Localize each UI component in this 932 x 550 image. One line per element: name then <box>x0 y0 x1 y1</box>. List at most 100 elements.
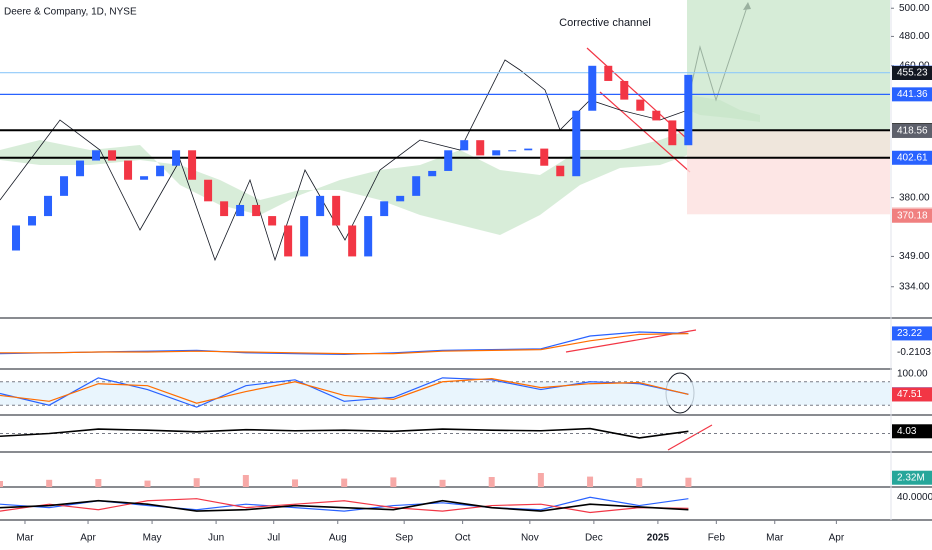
price-tag <box>892 366 932 381</box>
candle <box>172 150 181 166</box>
price-tag-label: 370.18 <box>897 210 928 221</box>
volume-bar <box>292 479 299 487</box>
candle <box>108 150 117 161</box>
price-tag-label: 2.32M <box>897 472 925 483</box>
indicator-line <box>0 498 689 514</box>
y-tick-label: 500.00 <box>899 3 930 14</box>
price-tag-label: 4.03 <box>897 426 917 437</box>
x-tick-label: Sep <box>395 533 413 544</box>
volume-bar <box>685 477 692 487</box>
x-tick-label: Dec <box>585 533 603 544</box>
candle <box>28 216 37 226</box>
candle <box>620 80 629 100</box>
price-tag-label: 441.36 <box>897 89 928 100</box>
indicator-line <box>0 499 689 512</box>
candle <box>140 176 149 180</box>
candle <box>540 148 549 166</box>
candle <box>268 216 277 226</box>
volume-bar <box>537 473 544 487</box>
candle <box>396 195 405 202</box>
candle <box>284 225 293 257</box>
indicator-line <box>0 427 689 439</box>
candle <box>332 195 341 226</box>
volume-bar <box>46 479 53 487</box>
candle <box>252 204 261 217</box>
candle <box>604 65 613 81</box>
price-tag-label: 23.22 <box>897 328 922 339</box>
volume-bar <box>193 478 200 487</box>
candle <box>412 176 421 196</box>
volume-bar <box>390 477 397 487</box>
y-tick-label: 480.00 <box>899 31 930 42</box>
candle <box>572 110 581 177</box>
price-tag <box>892 87 932 102</box>
x-tick-label: May <box>143 533 162 544</box>
candle <box>220 201 229 217</box>
price-tag <box>892 490 932 505</box>
candle <box>636 99 645 111</box>
x-tick-label: Jul <box>267 533 280 544</box>
volume-bar <box>636 478 643 487</box>
trend-arrow <box>667 424 713 451</box>
candle <box>492 150 501 156</box>
candle <box>508 150 517 152</box>
stop-zone <box>687 157 890 215</box>
price-tag-label: 418.56 <box>897 126 928 137</box>
candle <box>652 110 661 121</box>
x-tick-label: Oct <box>455 533 471 544</box>
candle <box>380 201 389 217</box>
candle <box>60 176 69 196</box>
volume-bar <box>0 481 3 487</box>
candle <box>204 179 213 202</box>
candle <box>316 195 325 217</box>
y-tick-label: 380.00 <box>899 192 930 203</box>
indicator-line <box>0 377 689 408</box>
candle <box>300 216 309 257</box>
indicator-line <box>0 378 689 404</box>
x-tick-label: Jun <box>208 533 224 544</box>
x-tick-label: Mar <box>766 533 784 544</box>
y-tick-label: 349.00 <box>899 251 930 262</box>
x-tick-label: Apr <box>829 533 845 544</box>
chart-title: Deere & Company, 1D, NYSE <box>4 7 137 18</box>
price-tag <box>892 387 932 402</box>
price-tag <box>892 424 932 439</box>
indicator-line <box>0 331 689 356</box>
price-tag-label: 100.00 <box>897 369 928 380</box>
price-tag <box>892 65 932 80</box>
candle <box>76 160 85 177</box>
price-tag-label: 455.23 <box>897 68 928 79</box>
candle <box>364 216 373 257</box>
candle <box>156 165 165 177</box>
volume-bar <box>587 476 594 487</box>
price-tag <box>892 345 932 360</box>
indicator-line <box>0 333 689 355</box>
candle <box>668 120 677 146</box>
volume-bar <box>242 475 249 487</box>
candle <box>348 225 357 257</box>
volume-bar <box>439 479 446 487</box>
price-tag-label: 47.51 <box>897 389 922 400</box>
cloud <box>0 130 688 235</box>
price-tag <box>892 326 932 341</box>
price-tag <box>892 470 932 485</box>
x-tick-label: Apr <box>80 533 96 544</box>
candle <box>588 65 597 111</box>
volume-bar <box>144 480 151 487</box>
x-tick-label: Aug <box>329 533 347 544</box>
annotation: Corrective channel <box>559 17 651 29</box>
volume-bar <box>488 477 495 487</box>
candle <box>428 170 437 177</box>
price-tag-label: 402.61 <box>897 152 928 163</box>
candle <box>44 195 53 217</box>
band <box>0 381 890 406</box>
x-tick-label: Nov <box>521 533 539 544</box>
x-tick-label: 2025 <box>647 533 670 544</box>
target-zone <box>687 0 890 131</box>
price-tag-label: -0.2103 <box>897 347 931 358</box>
candle <box>684 74 693 146</box>
candle <box>476 140 485 156</box>
entry-zone <box>687 130 890 158</box>
candle <box>124 160 133 180</box>
